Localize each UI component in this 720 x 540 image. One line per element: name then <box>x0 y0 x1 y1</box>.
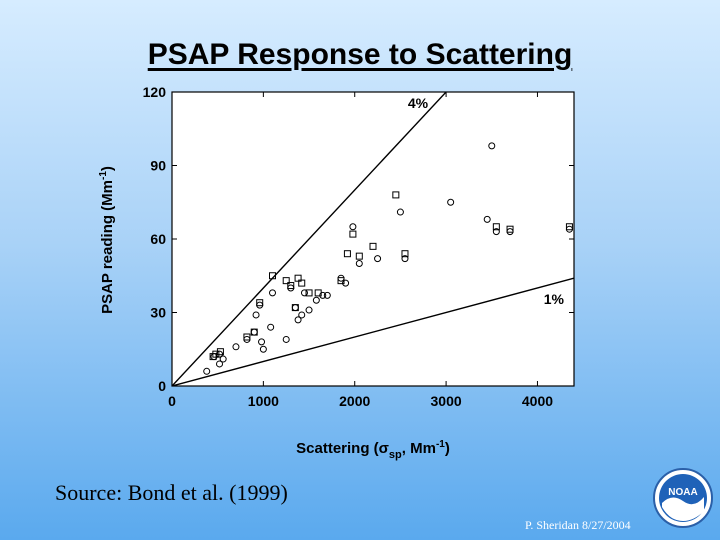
data-point <box>298 311 306 319</box>
data-point <box>337 277 345 285</box>
x-tick-label: 1000 <box>248 393 279 409</box>
data-point <box>312 296 320 304</box>
author-credit: P. Sheridan 8/27/2004 <box>525 518 631 532</box>
axis-ticks <box>171 91 574 387</box>
reference-lines <box>172 92 574 386</box>
data-point <box>282 335 290 343</box>
data-points <box>203 142 573 375</box>
data-point <box>374 255 382 263</box>
x-tick-label: 2000 <box>339 393 370 409</box>
data-point <box>203 367 211 375</box>
axis-tick-labels: 0 1000 2000 3000 4000 0 30 60 90 120 <box>143 84 554 409</box>
data-point <box>300 289 308 297</box>
y-tick-label: 0 <box>158 378 166 394</box>
data-point <box>369 242 377 250</box>
data-point <box>401 250 409 258</box>
data-point <box>259 345 267 353</box>
data-point <box>216 360 224 368</box>
data-point <box>323 291 331 299</box>
data-point <box>305 306 313 314</box>
x-tick-label: 4000 <box>522 393 553 409</box>
noaa-logo: NOAA <box>653 468 713 528</box>
data-point <box>506 225 514 233</box>
x-axis-label: Scattering (σsp, Mm-1) <box>296 439 450 461</box>
data-point <box>294 316 302 324</box>
data-point <box>216 348 224 356</box>
data-point <box>447 198 455 206</box>
data-point <box>349 223 357 231</box>
reference-line <box>172 92 448 386</box>
plot-area <box>171 91 575 387</box>
y-tick-label: 30 <box>150 305 166 321</box>
reference-line <box>172 277 574 386</box>
data-point <box>267 323 275 331</box>
data-point <box>212 350 220 358</box>
data-point <box>294 274 302 282</box>
data-point <box>349 230 357 238</box>
data-point <box>355 260 363 267</box>
y-axis-label: PSAP reading (Mm-1) <box>98 166 116 314</box>
reference-line-labels: 4% 1% <box>408 95 565 307</box>
data-point <box>488 142 496 150</box>
source-citation: Source: Bond et al. (1999) <box>55 480 288 505</box>
y-tick-label: 90 <box>150 158 166 174</box>
data-point <box>483 215 491 223</box>
data-point <box>392 191 400 199</box>
data-point <box>256 299 264 307</box>
data-point <box>219 355 227 363</box>
data-point <box>305 289 313 297</box>
data-point <box>314 289 322 297</box>
data-point <box>492 228 500 236</box>
data-point <box>287 282 295 290</box>
y-tick-label: 120 <box>143 84 167 100</box>
data-point <box>492 223 500 231</box>
data-point <box>343 250 351 258</box>
data-point <box>282 277 290 285</box>
data-point <box>269 289 276 297</box>
data-point <box>250 328 258 336</box>
data-point <box>269 272 276 280</box>
data-point <box>355 252 363 260</box>
data-point <box>342 279 350 287</box>
data-point <box>258 338 266 346</box>
data-point <box>298 279 306 287</box>
reference-line-label: 4% <box>408 95 429 111</box>
data-point <box>565 223 573 231</box>
noaa-logo-text: NOAA <box>668 487 697 498</box>
data-point <box>319 291 327 299</box>
data-point <box>232 343 240 351</box>
x-tick-label: 3000 <box>431 393 462 409</box>
data-point <box>396 208 404 216</box>
y-tick-label: 60 <box>150 231 166 247</box>
data-point <box>401 255 409 263</box>
data-point <box>243 333 251 341</box>
data-point <box>252 311 260 319</box>
data-point <box>291 304 299 312</box>
slide-title: PSAP Response to Scattering <box>147 38 573 71</box>
reference-line-label: 1% <box>544 291 565 307</box>
x-tick-label: 0 <box>168 393 176 409</box>
